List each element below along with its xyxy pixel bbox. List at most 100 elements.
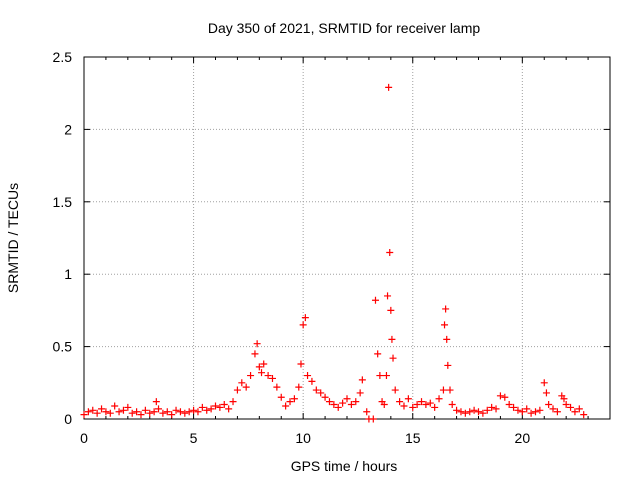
data-point (282, 402, 290, 410)
data-point (523, 405, 531, 413)
axes-border (83, 56, 611, 420)
data-point (376, 372, 384, 380)
data-point (238, 379, 246, 387)
chart-title: Day 350 of 2021, SRMTID for receiver lam… (208, 20, 481, 36)
data-point (98, 405, 106, 413)
data-point (128, 409, 136, 417)
data-point (181, 409, 189, 417)
data-point (84, 408, 92, 416)
data-point (443, 335, 451, 343)
data-point (325, 398, 333, 406)
x-tick-label: 15 (405, 430, 421, 446)
data-point (172, 406, 180, 414)
data-point (163, 408, 171, 416)
data-point (363, 408, 371, 416)
grid-lines (84, 57, 610, 419)
data-point (409, 403, 417, 411)
data-point (207, 405, 215, 413)
data-point (488, 403, 496, 411)
data-point (233, 386, 241, 394)
data-point (152, 398, 160, 406)
data-point (216, 403, 224, 411)
data-point (106, 409, 114, 417)
data-point (150, 408, 158, 416)
data-point (242, 383, 250, 391)
data-point (549, 405, 557, 413)
x-axis-label: GPS time / hours (291, 458, 398, 474)
data-point (567, 403, 575, 411)
data-point (124, 403, 132, 411)
data-point (301, 314, 309, 322)
data-point (253, 340, 261, 348)
x-tick-label: 10 (295, 430, 311, 446)
data-point (496, 392, 504, 400)
data-point (466, 408, 474, 416)
data-point (229, 398, 237, 406)
data-point (400, 402, 408, 410)
data-point (220, 401, 228, 409)
data-point (514, 406, 522, 414)
data-point (448, 401, 456, 409)
data-point (146, 409, 154, 417)
data-point (384, 292, 392, 300)
data-point (264, 372, 272, 380)
data-point (540, 379, 548, 387)
data-point (418, 398, 426, 406)
data-point (382, 372, 390, 380)
x-tick-label: 20 (515, 430, 531, 446)
data-point (435, 395, 443, 403)
y-tick-label: 2 (64, 121, 72, 137)
y-tick-label: 1.5 (53, 194, 73, 210)
data-point (312, 386, 320, 394)
data-point (545, 401, 553, 409)
data-points (80, 83, 588, 423)
data-point (159, 409, 167, 417)
data-point (442, 305, 450, 313)
data-point (374, 350, 382, 358)
data-point (330, 401, 338, 409)
data-point (251, 350, 259, 358)
x-tick-label: 0 (80, 430, 88, 446)
data-point (505, 401, 513, 409)
data-point (290, 395, 298, 403)
data-point (380, 401, 388, 409)
data-point (339, 399, 347, 407)
y-axis-label: SRMTID / TECUs (5, 183, 21, 293)
data-point (268, 374, 276, 382)
data-point (386, 248, 394, 256)
data-point (453, 406, 461, 414)
data-point (492, 405, 500, 413)
data-point (479, 409, 487, 417)
data-point (396, 398, 404, 406)
data-point (358, 376, 366, 384)
data-point (542, 389, 550, 397)
data-point (80, 411, 88, 419)
data-point (321, 393, 329, 401)
data-point (295, 383, 303, 391)
data-point (111, 402, 119, 410)
data-point (457, 408, 465, 416)
data-point (422, 401, 430, 409)
y-tick-label: 0 (64, 411, 72, 427)
data-point (531, 408, 539, 416)
data-point (356, 389, 364, 397)
data-point (441, 321, 449, 329)
data-point (501, 393, 509, 401)
data-point (553, 408, 561, 416)
data-point (388, 335, 396, 343)
data-point (89, 406, 97, 414)
data-point (260, 360, 268, 368)
data-point (369, 415, 377, 423)
data-point (190, 406, 198, 414)
data-point (155, 405, 163, 413)
data-point (115, 408, 123, 416)
data-point (571, 408, 579, 416)
data-point (198, 403, 206, 411)
data-point (141, 406, 149, 414)
data-point (168, 411, 176, 419)
data-point (343, 395, 351, 403)
y-tick-label: 0.5 (53, 339, 73, 355)
data-point (185, 408, 193, 416)
data-point (334, 403, 342, 411)
